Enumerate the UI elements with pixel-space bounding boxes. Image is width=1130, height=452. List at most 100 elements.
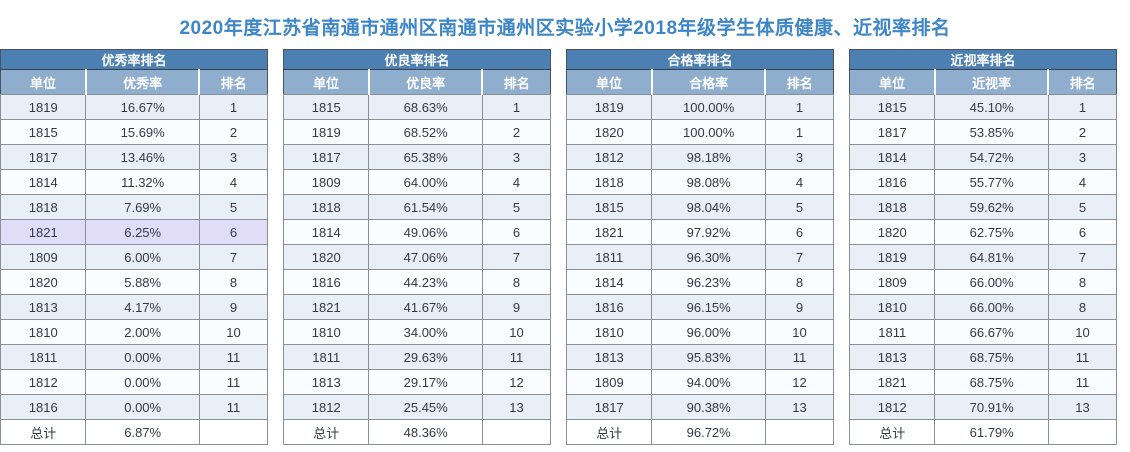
- rate-cell: 5.88%: [85, 269, 200, 295]
- table-row[interactable]: 1810 96.00% 10: [565, 319, 835, 345]
- table-row[interactable]: 1814 96.23% 8: [565, 269, 835, 295]
- table-row[interactable]: 1821 41.67% 9: [282, 294, 552, 320]
- table-row[interactable]: 1810 66.00% 8: [848, 294, 1118, 320]
- rank-cell: 6: [198, 219, 269, 245]
- table-row[interactable]: 1811 96.30% 7: [565, 244, 835, 270]
- table-row[interactable]: 1817 90.38% 13: [565, 394, 835, 420]
- table-row[interactable]: 1818 7.69% 5: [0, 194, 269, 220]
- column-header: 单位: [848, 69, 936, 95]
- table-row[interactable]: 1809 94.00% 12: [565, 369, 835, 395]
- table-row[interactable]: 1811 66.67% 10: [848, 319, 1118, 345]
- table-row[interactable]: 1820 62.75% 6: [848, 219, 1118, 245]
- rate-cell: 68.52%: [368, 119, 483, 145]
- column-header: 排名: [764, 69, 835, 95]
- table-row[interactable]: 1821 6.25% 6: [0, 219, 269, 245]
- table-row[interactable]: 1809 64.00% 4: [282, 169, 552, 195]
- table-row[interactable]: 1809 6.00% 7: [0, 244, 269, 270]
- table-row[interactable]: 1816 55.77% 4: [848, 169, 1118, 195]
- table-row[interactable]: 1816 44.23% 8: [282, 269, 552, 295]
- table-row[interactable]: 1812 0.00% 11: [0, 369, 269, 395]
- table-row[interactable]: 1813 95.83% 11: [565, 344, 835, 370]
- table-row[interactable]: 1815 98.04% 5: [565, 194, 835, 220]
- rate-cell: 0.00%: [85, 344, 200, 370]
- table-row[interactable]: 1812 25.45% 13: [282, 394, 552, 420]
- table-row[interactable]: 1820 100.00% 1: [565, 119, 835, 145]
- table-row[interactable]: 1814 49.06% 6: [282, 219, 552, 245]
- table-row[interactable]: 1819 68.52% 2: [282, 119, 552, 145]
- table-row[interactable]: 1812 98.18% 3: [565, 144, 835, 170]
- table-row[interactable]: 1811 29.63% 11: [282, 344, 552, 370]
- rate-cell: 13.46%: [85, 144, 200, 170]
- unit-cell: 1809: [0, 244, 87, 270]
- rank-cell: 4: [1047, 169, 1118, 195]
- rank-cell: 1: [481, 94, 552, 120]
- table-row[interactable]: 1819 100.00% 1: [565, 94, 835, 120]
- table-row[interactable]: 1814 11.32% 4: [0, 169, 269, 195]
- column-header: 排名: [198, 69, 269, 95]
- rank-cell: 11: [198, 369, 269, 395]
- table-row[interactable]: 1818 98.08% 4: [565, 169, 835, 195]
- unit-cell: 1814: [0, 169, 87, 195]
- column-header: 近视率: [933, 69, 1050, 95]
- table-row[interactable]: 1821 97.92% 6: [565, 219, 835, 245]
- rate-cell: 29.63%: [368, 344, 483, 370]
- table-row[interactable]: 1821 68.75% 11: [848, 369, 1118, 395]
- table-row[interactable]: 1817 65.38% 3: [282, 144, 552, 170]
- table-row[interactable]: 1813 29.17% 12: [282, 369, 552, 395]
- rate-cell: 59.62%: [934, 194, 1049, 220]
- rank-cell: 3: [481, 144, 552, 170]
- unit-cell: 1817: [282, 144, 370, 170]
- table-row[interactable]: 1812 70.91% 13: [848, 394, 1118, 420]
- unit-cell: 1813: [848, 344, 936, 370]
- unit-cell: 1818: [282, 194, 370, 220]
- table-row[interactable]: 1815 68.63% 1: [282, 94, 552, 120]
- table-row[interactable]: 1810 34.00% 10: [282, 319, 552, 345]
- rate-cell: 96.23%: [651, 269, 766, 295]
- total-label: 总计: [0, 419, 87, 445]
- rank-cell: 5: [764, 194, 835, 220]
- rank-cell: 4: [198, 169, 269, 195]
- rank-cell: 3: [1047, 144, 1118, 170]
- table-row[interactable]: 1813 4.17% 9: [0, 294, 269, 320]
- column-header: 单位: [282, 69, 370, 95]
- table-row[interactable]: 1809 66.00% 8: [848, 269, 1118, 295]
- table-row[interactable]: 1817 53.85% 2: [848, 119, 1118, 145]
- rate-cell: 90.38%: [651, 394, 766, 420]
- table-row[interactable]: 1816 96.15% 9: [565, 294, 835, 320]
- unit-cell: 1816: [565, 294, 653, 320]
- total-label: 总计: [282, 419, 370, 445]
- table-title-row: 近视率排名: [849, 49, 1117, 70]
- column-header-row: 单位 优秀率 排名: [0, 69, 269, 95]
- column-header: 优秀率: [84, 69, 201, 95]
- rate-cell: 65.38%: [368, 144, 483, 170]
- rank-cell: 6: [764, 219, 835, 245]
- table-row[interactable]: 1813 68.75% 11: [848, 344, 1118, 370]
- column-header: 单位: [565, 69, 653, 95]
- table-row[interactable]: 1814 54.72% 3: [848, 144, 1118, 170]
- table-row[interactable]: 1815 15.69% 2: [0, 119, 269, 145]
- table-row[interactable]: 1810 2.00% 10: [0, 319, 269, 345]
- table-row[interactable]: 1818 59.62% 5: [848, 194, 1118, 220]
- table-row[interactable]: 1815 45.10% 1: [848, 94, 1118, 120]
- table-row[interactable]: 1820 5.88% 8: [0, 269, 269, 295]
- rate-cell: 66.00%: [934, 269, 1049, 295]
- rank-cell: 11: [1047, 369, 1118, 395]
- rank-cell: 5: [1047, 194, 1118, 220]
- unit-cell: 1812: [565, 144, 653, 170]
- unit-cell: 1821: [848, 369, 936, 395]
- table-row[interactable]: 1819 64.81% 7: [848, 244, 1118, 270]
- table-row[interactable]: 1819 16.67% 1: [0, 94, 269, 120]
- total-row: 总计 6.87%: [0, 419, 269, 445]
- table-row[interactable]: 1820 47.06% 7: [282, 244, 552, 270]
- table-row[interactable]: 1811 0.00% 11: [0, 344, 269, 370]
- unit-cell: 1810: [565, 319, 653, 345]
- table-row[interactable]: 1816 0.00% 11: [0, 394, 269, 420]
- table-row[interactable]: 1817 13.46% 3: [0, 144, 269, 170]
- rate-cell: 97.92%: [651, 219, 766, 245]
- unit-cell: 1815: [282, 94, 370, 120]
- table-row[interactable]: 1818 61.54% 5: [282, 194, 552, 220]
- total-row: 总计 48.36%: [282, 419, 552, 445]
- table-title-row: 优秀率排名: [0, 49, 268, 70]
- rank-cell: 12: [481, 369, 552, 395]
- total-label: 总计: [565, 419, 653, 445]
